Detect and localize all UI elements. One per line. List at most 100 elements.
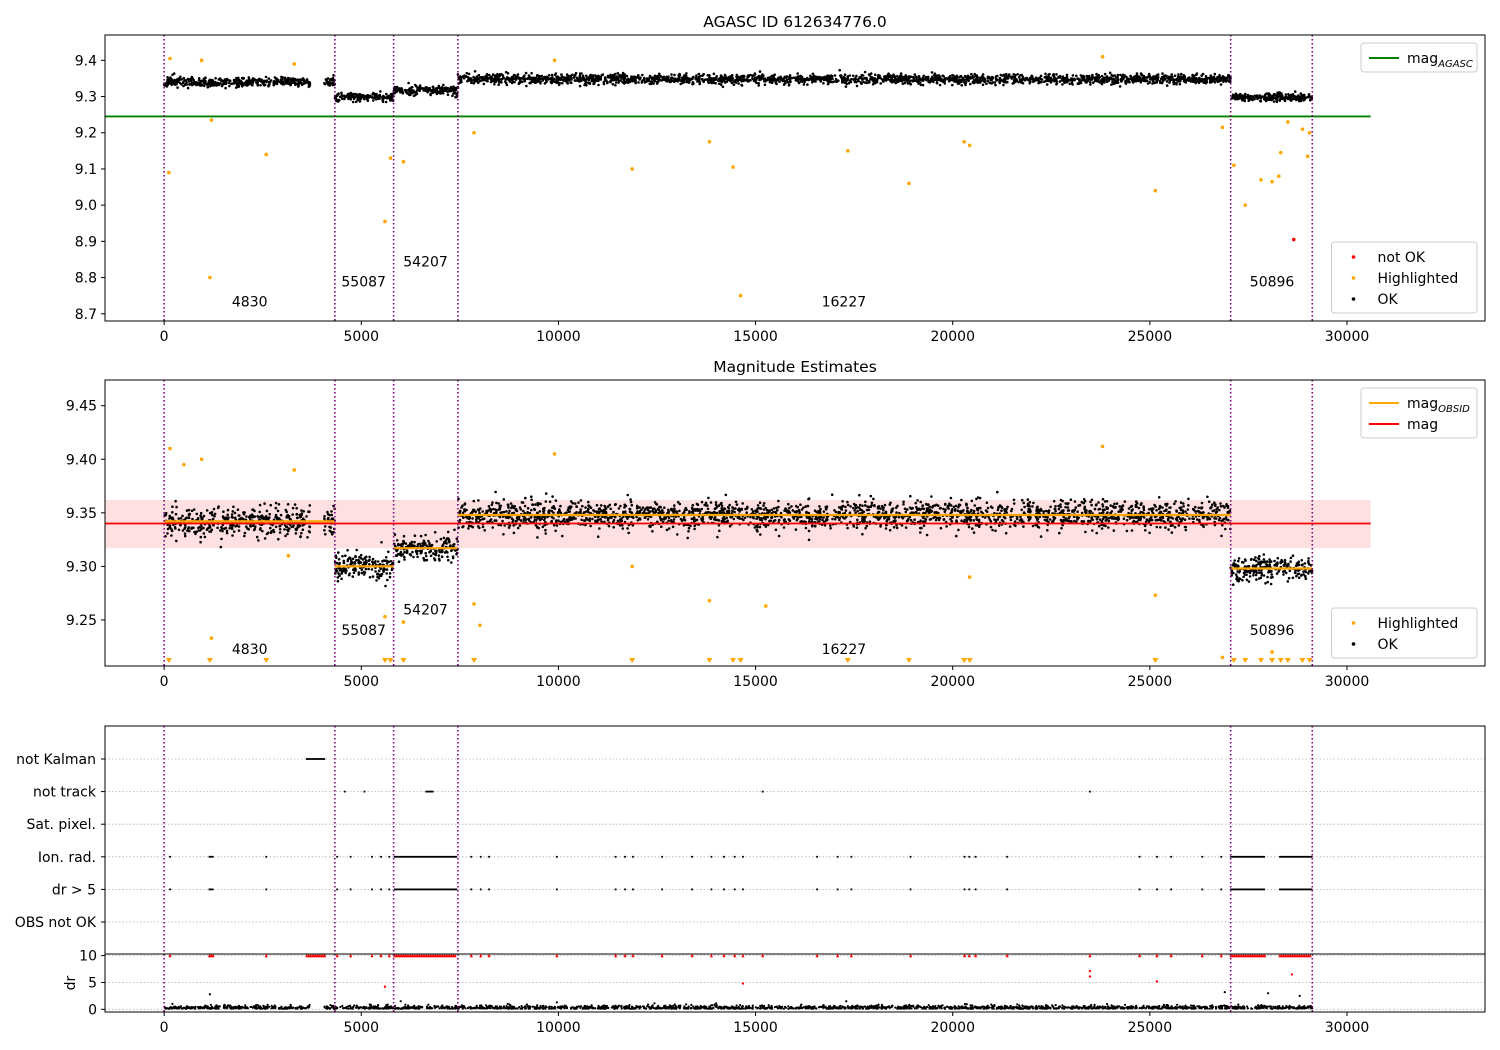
ok-point xyxy=(709,81,713,84)
ok-point xyxy=(235,76,238,80)
highlighted-point xyxy=(401,159,406,164)
ok-point xyxy=(381,98,385,101)
ok-point xyxy=(1209,74,1213,77)
ok-point xyxy=(762,504,765,507)
ok-point xyxy=(972,79,976,82)
ok-point xyxy=(1184,81,1187,84)
ok-point xyxy=(1297,94,1300,97)
ok-point xyxy=(205,509,209,512)
ok-point xyxy=(518,524,522,527)
ok-point xyxy=(199,511,203,515)
ok-point xyxy=(189,82,193,86)
ok-point xyxy=(1284,93,1288,96)
ok-point xyxy=(434,87,438,90)
ok-point xyxy=(410,540,414,544)
ok-point xyxy=(1178,82,1182,86)
ok-point xyxy=(599,78,603,81)
ok-point xyxy=(1293,90,1297,93)
ok-point xyxy=(349,95,353,99)
ok-point xyxy=(731,509,734,512)
ok-point xyxy=(450,549,453,553)
ok-point xyxy=(1139,80,1143,84)
ok-point xyxy=(477,77,480,81)
ok-point xyxy=(733,510,736,514)
ok-point xyxy=(216,526,219,530)
ok-point xyxy=(693,527,696,531)
ok-point xyxy=(1103,72,1107,76)
y-tick-label: 8.9 xyxy=(75,234,97,250)
ok-point xyxy=(660,79,663,82)
ok-point xyxy=(772,77,776,81)
ok-point xyxy=(1215,77,1219,80)
ok-point xyxy=(952,75,955,79)
ok-point xyxy=(482,82,486,86)
ok-point xyxy=(859,81,862,84)
ok-point xyxy=(663,516,667,520)
ok-point xyxy=(1086,79,1090,83)
ok-point xyxy=(377,569,381,573)
ok-point xyxy=(902,503,905,506)
ok-point xyxy=(299,81,302,85)
ok-point xyxy=(371,557,375,561)
ok-point xyxy=(899,72,903,75)
ok-point xyxy=(985,82,988,86)
ok-point xyxy=(258,503,262,507)
ok-point xyxy=(502,75,505,79)
ok-point xyxy=(424,86,428,89)
ok-point xyxy=(1132,77,1136,81)
highlighted-point xyxy=(630,167,634,171)
ok-point xyxy=(186,86,190,90)
ok-point xyxy=(199,540,202,544)
ok-point xyxy=(199,535,203,539)
ok-point xyxy=(1122,76,1126,80)
ok-point xyxy=(541,77,545,81)
ok-point xyxy=(546,78,550,81)
ok-point xyxy=(357,573,361,576)
ok-point xyxy=(538,510,542,513)
ok-point xyxy=(1278,99,1282,102)
ok-point xyxy=(861,74,865,77)
ok-point xyxy=(378,562,382,566)
ok-point xyxy=(822,82,825,85)
ok-point xyxy=(173,78,176,82)
ok-point xyxy=(419,534,423,538)
ok-point xyxy=(587,500,590,504)
ok-point xyxy=(1071,83,1074,86)
ok-point xyxy=(1088,74,1091,78)
ok-point xyxy=(498,81,501,84)
ok-point xyxy=(894,81,898,85)
ok-point xyxy=(662,75,666,79)
ok-point xyxy=(588,81,591,85)
ok-point xyxy=(358,100,362,103)
ok-point xyxy=(822,510,826,513)
ok-point xyxy=(269,503,273,507)
ok-point xyxy=(955,534,958,538)
ok-point xyxy=(227,81,231,85)
ok-point xyxy=(428,543,431,547)
ok-point xyxy=(413,534,417,537)
ok-point xyxy=(338,569,342,572)
ok-point xyxy=(263,502,266,505)
ok-point xyxy=(1275,95,1279,99)
ok-point xyxy=(950,520,954,523)
ok-point xyxy=(266,517,270,520)
x-tick-label: 10000 xyxy=(536,329,581,345)
ok-point xyxy=(308,525,312,529)
ok-point xyxy=(600,74,604,77)
x-tick-label: 15000 xyxy=(733,329,778,345)
ok-point xyxy=(1111,80,1114,84)
ok-point xyxy=(687,526,691,530)
ok-point xyxy=(1007,73,1011,76)
ok-point xyxy=(344,571,348,575)
ok-point xyxy=(706,74,710,77)
ok-point xyxy=(1217,77,1221,80)
ok-point xyxy=(1116,73,1120,77)
ok-point xyxy=(294,82,298,85)
ok-point xyxy=(962,81,966,84)
ok-point xyxy=(1103,78,1106,81)
ok-point xyxy=(696,80,699,83)
ok-point xyxy=(1264,99,1268,103)
ok-point xyxy=(1209,76,1212,79)
ok-point xyxy=(774,528,778,532)
ok-point xyxy=(890,80,894,84)
